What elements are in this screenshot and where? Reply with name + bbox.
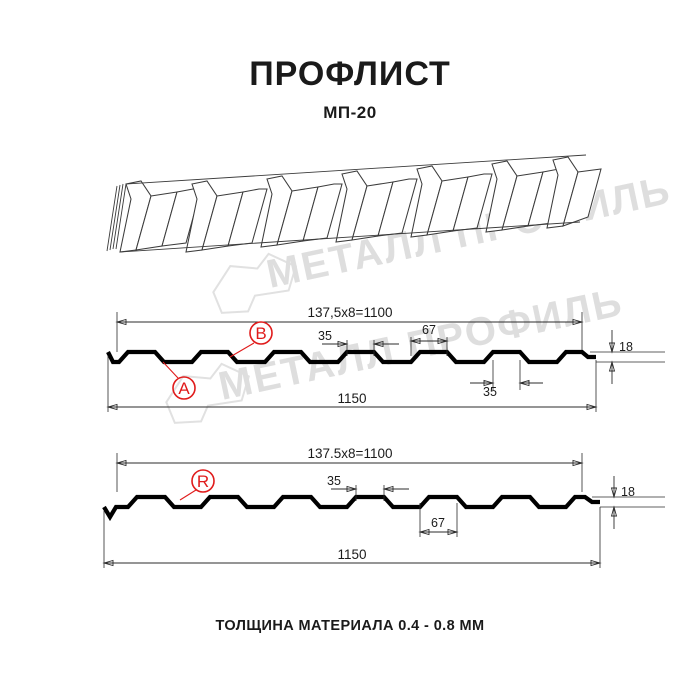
dimension-height-18: 18	[592, 476, 665, 529]
callout-b: B	[229, 321, 273, 358]
dimension-rib-top-35: 35	[318, 329, 399, 356]
dimension-label-pitch: 137.5x8=1100	[308, 446, 393, 461]
dimension-label-35: 35	[327, 474, 341, 488]
page-title: ПРОФЛИСТ	[249, 55, 451, 93]
material-thickness-note: ТОЛЩИНА МАТЕРИАЛА 0.4 - 0.8 ММ	[215, 618, 485, 634]
callout-r: R	[179, 469, 215, 501]
dimension-label-18: 18	[619, 340, 633, 354]
callout-a: A	[162, 361, 196, 400]
dimension-overall-1150: 1150	[106, 356, 598, 412]
dimension-pitch-bottom: 137.5x8=1100	[115, 446, 584, 492]
dimension-label-67: 67	[431, 516, 445, 530]
profile-section-line	[102, 494, 600, 522]
watermark-label: МЕТАЛЛ ПРОФИЛЬ	[215, 280, 627, 409]
isometric-sheet-view	[106, 154, 602, 253]
callout-a-label: A	[178, 379, 190, 398]
dimension-label-67: 67	[422, 323, 436, 337]
dimension-valley-67: 67	[409, 323, 449, 356]
profile-bottom: 137.5x8=1100 35 67	[102, 446, 665, 568]
dimension-label-pitch: 137,5x8=1100	[308, 305, 393, 320]
dimension-overall-1150: 1150	[102, 507, 602, 568]
dimension-label-35-lower: 35	[483, 385, 497, 399]
dimension-height-18: 18	[590, 330, 665, 384]
dimension-pitch-top: 137,5x8=1100	[115, 305, 584, 352]
dimension-label-18: 18	[621, 485, 635, 499]
dimension-valley-67: 67	[418, 503, 459, 537]
dimension-label-35-top: 35	[318, 329, 332, 343]
dimension-label-1150: 1150	[337, 391, 366, 406]
callout-r-label: R	[197, 472, 209, 491]
dimension-label-1150: 1150	[337, 547, 366, 562]
dimension-rib-lower-35: 35	[470, 360, 543, 399]
dimension-rib-top-35: 35	[327, 474, 409, 501]
page-subtitle: МП-20	[323, 103, 377, 122]
callout-b-label: B	[255, 324, 266, 343]
profile-top: 137,5x8=1100 35 67	[106, 305, 665, 412]
